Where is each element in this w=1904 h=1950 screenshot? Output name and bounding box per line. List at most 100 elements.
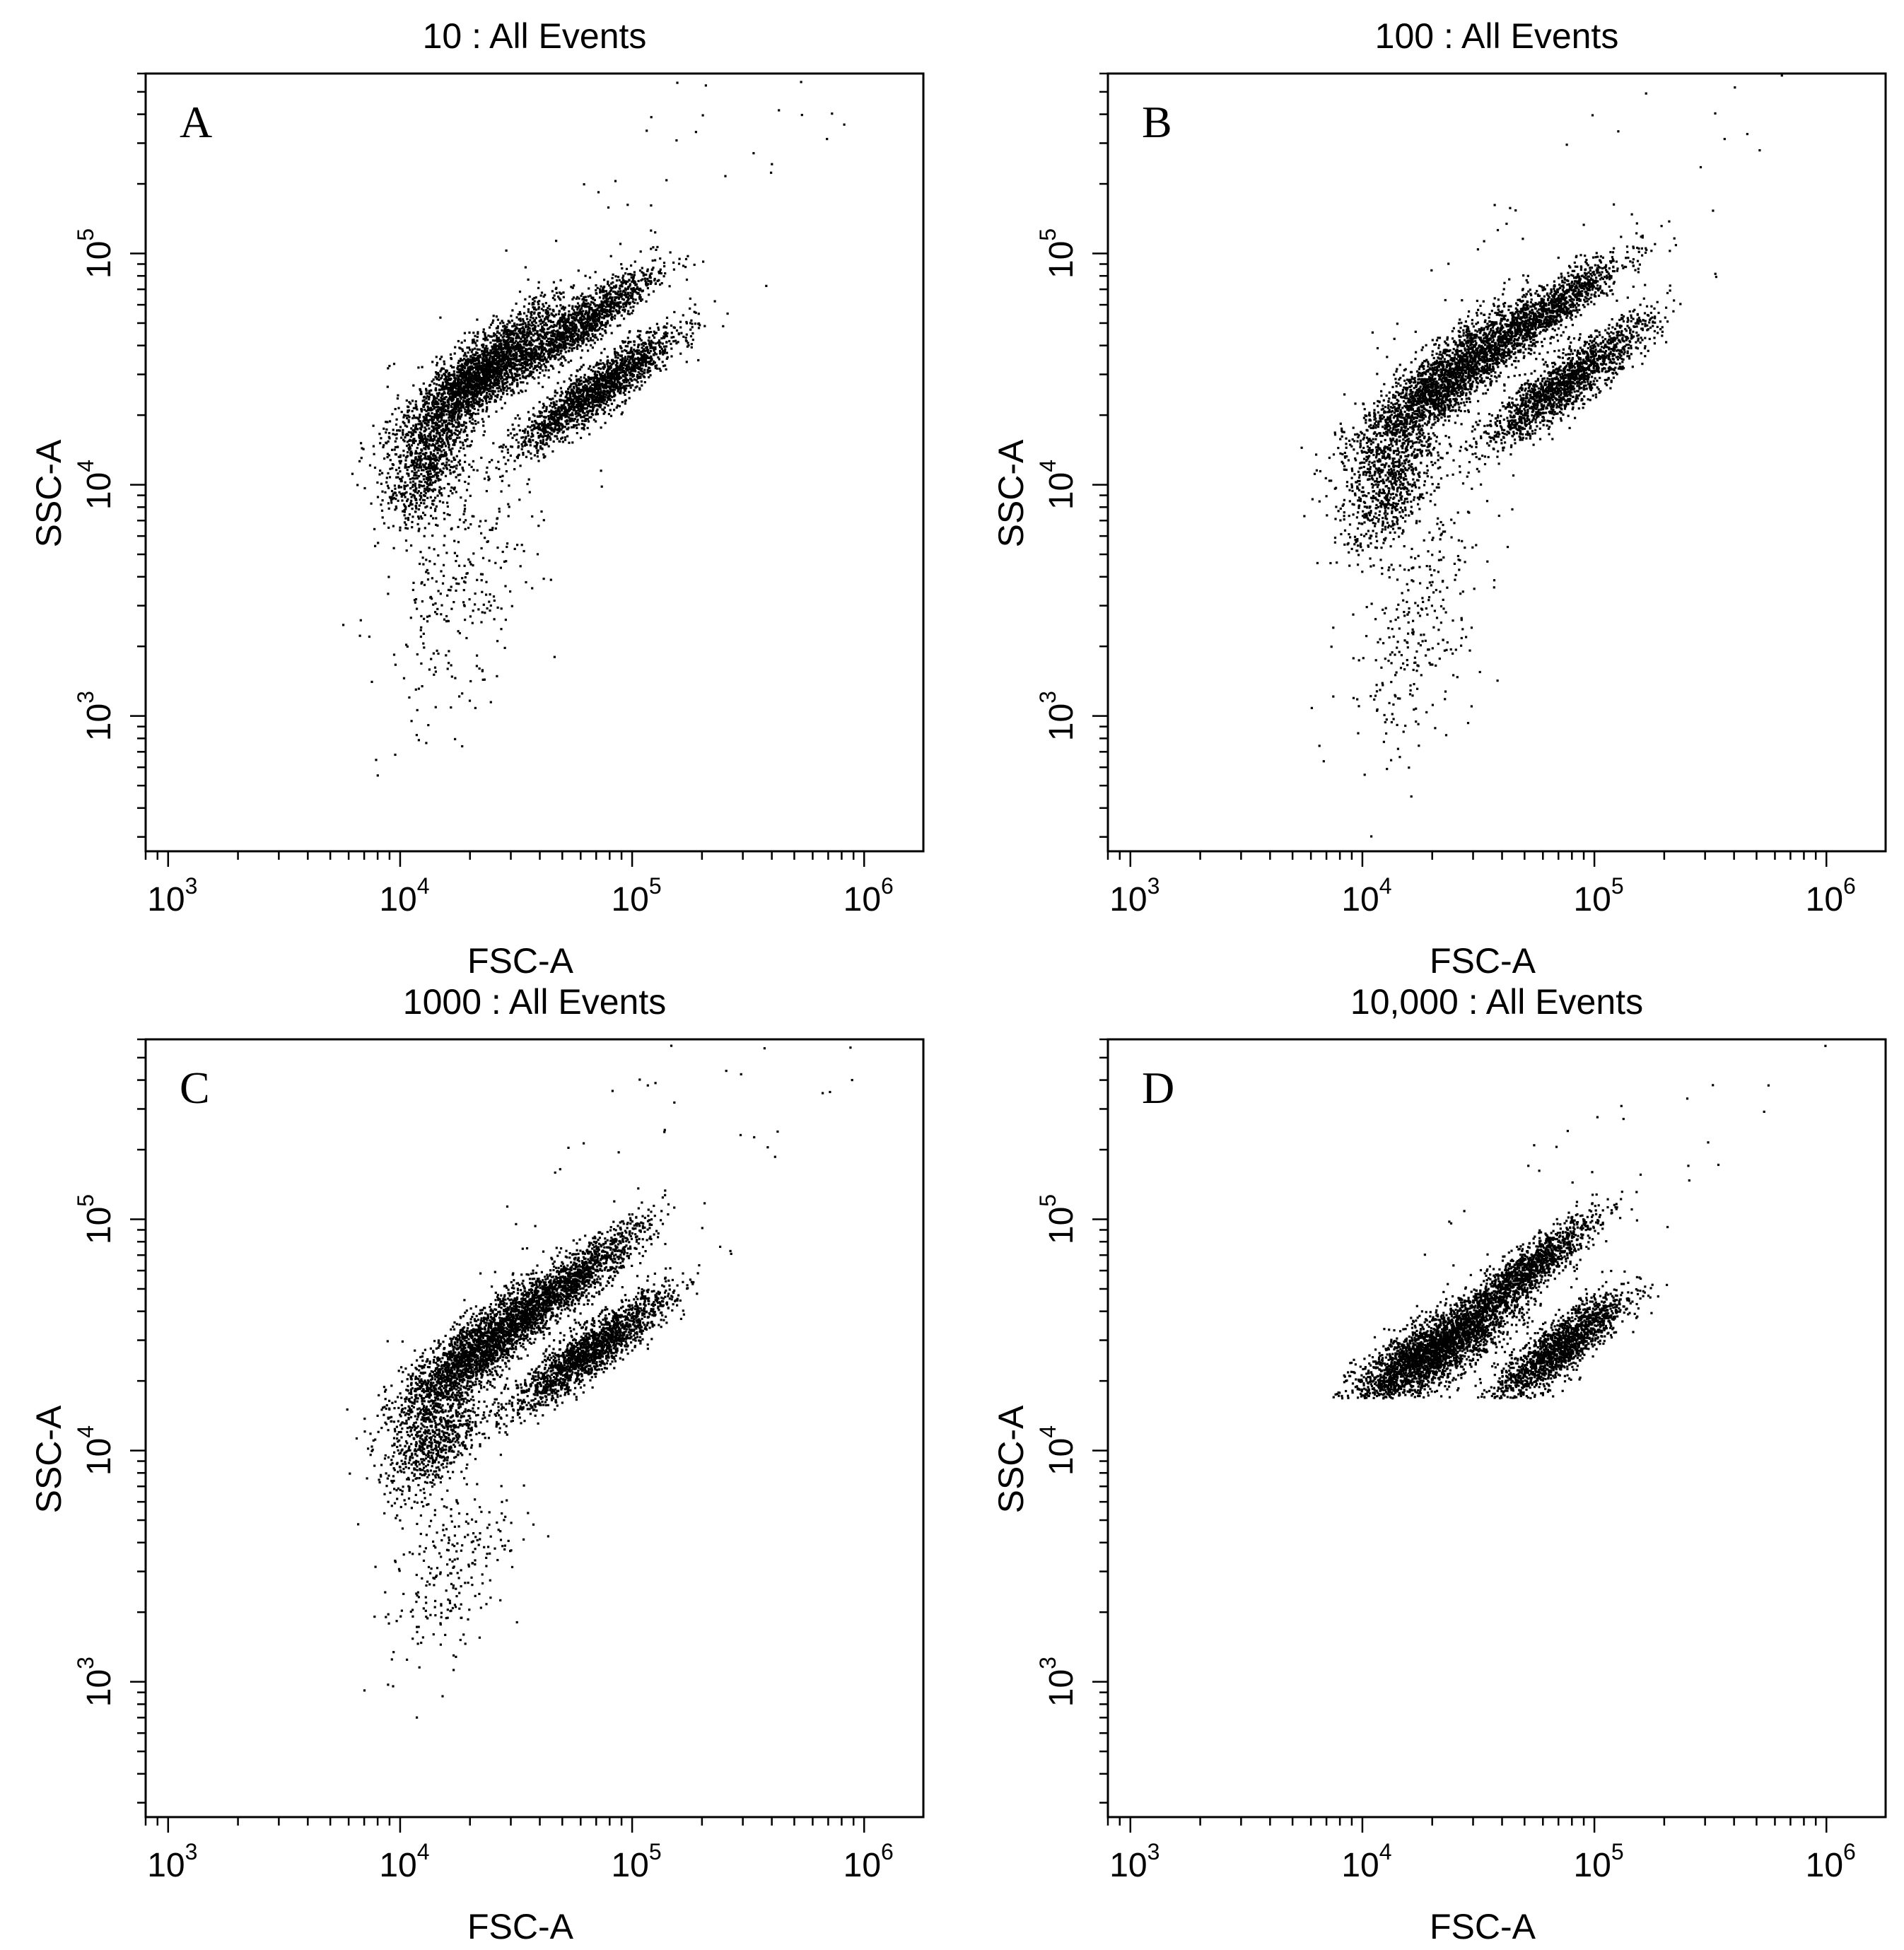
data-point	[379, 469, 382, 472]
data-point	[521, 375, 525, 378]
data-point	[583, 326, 585, 329]
data-point	[522, 318, 525, 321]
data-point	[529, 319, 532, 322]
data-point	[486, 392, 489, 395]
data-point	[496, 356, 498, 359]
data-point	[418, 420, 421, 423]
data-point	[437, 402, 440, 405]
data-point	[596, 376, 599, 379]
data-point	[584, 387, 587, 390]
data-point	[537, 352, 539, 355]
data-point	[455, 384, 458, 387]
data-point	[520, 381, 522, 384]
data-point	[479, 375, 481, 378]
data-point	[498, 345, 501, 348]
data-point	[414, 450, 417, 453]
data-point	[658, 272, 661, 274]
data-point	[486, 370, 489, 373]
data-point	[560, 361, 563, 365]
data-point	[471, 357, 474, 360]
data-point	[518, 329, 521, 332]
data-point	[464, 408, 467, 411]
data-point	[469, 376, 472, 379]
data-point	[510, 367, 513, 370]
data-point	[489, 349, 492, 352]
data-point	[596, 338, 600, 341]
data-point	[484, 380, 486, 383]
data-point	[664, 331, 667, 334]
data-point	[427, 421, 430, 424]
data-point	[480, 383, 483, 386]
data-point	[500, 390, 503, 392]
data-point	[576, 419, 579, 421]
data-point	[617, 292, 619, 295]
data-point	[498, 385, 501, 388]
data-point	[414, 416, 416, 419]
data-point	[508, 387, 511, 390]
data-point	[549, 344, 551, 347]
data-point	[583, 424, 586, 427]
data-point	[450, 364, 452, 367]
data-point	[592, 401, 595, 404]
data-point	[442, 367, 445, 370]
data-point	[428, 392, 431, 395]
data-point	[432, 378, 435, 381]
data-point	[626, 363, 629, 366]
data-point	[445, 369, 448, 372]
data-point	[457, 406, 460, 409]
data-point	[496, 331, 499, 334]
data-point	[600, 324, 602, 327]
data-point	[541, 355, 544, 358]
data-point	[506, 358, 510, 361]
data-point	[498, 343, 501, 346]
data-point	[585, 395, 588, 397]
data-point	[457, 380, 460, 383]
data-point	[513, 363, 516, 366]
data-point	[495, 410, 498, 413]
data-point	[470, 383, 473, 386]
data-point	[650, 272, 653, 275]
data-point	[578, 311, 580, 314]
data-point	[443, 419, 445, 422]
data-point	[554, 313, 557, 316]
data-point	[545, 309, 548, 312]
data-point	[554, 325, 556, 327]
data-point	[502, 366, 506, 370]
data-point	[621, 298, 624, 300]
data-point	[474, 382, 477, 385]
data-point	[527, 321, 530, 324]
data-point	[496, 380, 499, 383]
data-point	[610, 305, 613, 308]
data-point	[586, 414, 589, 416]
data-point	[460, 392, 462, 395]
data-point	[482, 420, 485, 423]
data-point	[689, 322, 692, 325]
data-point	[467, 401, 470, 404]
data-point	[693, 263, 696, 267]
data-point	[648, 351, 651, 354]
data-point	[477, 356, 480, 359]
data-point	[553, 349, 556, 352]
data-point	[555, 337, 559, 339]
data-point	[513, 349, 516, 352]
data-point	[566, 423, 568, 426]
data-point	[608, 303, 611, 306]
data-point	[546, 339, 549, 342]
data-point	[596, 378, 599, 381]
data-point	[604, 329, 607, 332]
data-point	[445, 434, 448, 437]
data-point	[573, 318, 576, 321]
data-point	[659, 257, 662, 260]
data-point	[425, 419, 428, 422]
data-point	[645, 300, 648, 303]
data-point	[510, 375, 513, 378]
data-point	[450, 429, 453, 432]
data-point	[652, 246, 655, 249]
data-point	[416, 428, 419, 431]
data-point	[498, 380, 501, 383]
data-point	[540, 308, 543, 310]
data-point	[542, 443, 544, 445]
data-point	[491, 370, 493, 373]
data-point	[625, 267, 629, 270]
